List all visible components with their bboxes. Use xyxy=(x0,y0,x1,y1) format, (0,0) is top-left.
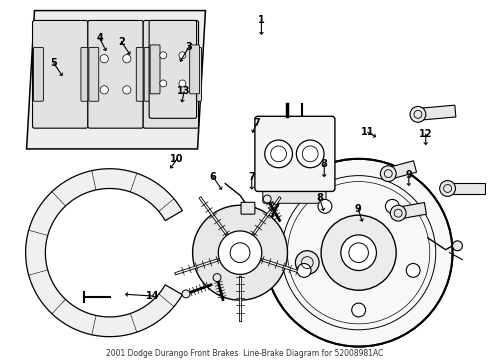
Circle shape xyxy=(380,166,395,181)
Text: 7: 7 xyxy=(248,172,255,182)
Text: 12: 12 xyxy=(418,129,431,139)
Circle shape xyxy=(218,231,261,274)
Text: 7: 7 xyxy=(253,118,260,129)
Polygon shape xyxy=(396,203,426,219)
Circle shape xyxy=(451,241,462,251)
FancyBboxPatch shape xyxy=(81,48,91,101)
Text: 9: 9 xyxy=(405,170,411,180)
FancyBboxPatch shape xyxy=(88,21,143,128)
Circle shape xyxy=(100,55,108,63)
FancyBboxPatch shape xyxy=(149,21,196,118)
FancyBboxPatch shape xyxy=(262,122,325,144)
FancyBboxPatch shape xyxy=(136,48,146,101)
Circle shape xyxy=(317,199,331,213)
Circle shape xyxy=(192,205,287,300)
Text: 9: 9 xyxy=(354,204,361,214)
Text: 2001 Dodge Durango Front Brakes  Line-Brake Diagram for 52008981AC: 2001 Dodge Durango Front Brakes Line-Bra… xyxy=(105,348,383,357)
Circle shape xyxy=(351,303,365,317)
Polygon shape xyxy=(386,161,416,179)
Circle shape xyxy=(182,290,189,298)
Circle shape xyxy=(406,264,419,277)
Text: 14: 14 xyxy=(145,291,159,301)
Circle shape xyxy=(179,52,185,59)
Circle shape xyxy=(179,80,185,87)
Text: 2: 2 xyxy=(118,37,124,46)
Circle shape xyxy=(409,107,425,122)
Text: 8: 8 xyxy=(315,193,322,203)
FancyBboxPatch shape xyxy=(241,202,254,214)
Polygon shape xyxy=(25,169,182,337)
Text: 8: 8 xyxy=(320,159,327,169)
Polygon shape xyxy=(26,10,205,149)
Text: 11: 11 xyxy=(360,127,374,137)
Text: 6: 6 xyxy=(209,172,216,182)
Circle shape xyxy=(160,52,166,59)
Circle shape xyxy=(160,80,166,87)
Circle shape xyxy=(264,159,451,347)
FancyBboxPatch shape xyxy=(262,181,325,203)
Circle shape xyxy=(389,205,405,221)
FancyBboxPatch shape xyxy=(144,48,154,101)
FancyBboxPatch shape xyxy=(254,116,334,192)
Circle shape xyxy=(264,140,292,168)
Text: 4: 4 xyxy=(96,33,102,43)
Circle shape xyxy=(340,235,376,270)
Text: 3: 3 xyxy=(185,42,192,52)
Circle shape xyxy=(213,274,221,282)
Circle shape xyxy=(321,215,395,290)
FancyBboxPatch shape xyxy=(143,21,198,128)
Text: 5: 5 xyxy=(50,58,57,68)
Circle shape xyxy=(385,199,398,213)
FancyBboxPatch shape xyxy=(189,45,199,94)
Circle shape xyxy=(100,86,108,94)
FancyBboxPatch shape xyxy=(89,48,99,101)
Text: 13: 13 xyxy=(177,86,190,96)
Circle shape xyxy=(295,251,319,274)
Polygon shape xyxy=(417,105,455,120)
Text: 10: 10 xyxy=(170,154,183,164)
Circle shape xyxy=(122,86,131,94)
FancyBboxPatch shape xyxy=(34,48,43,101)
Circle shape xyxy=(297,264,310,277)
Circle shape xyxy=(122,55,131,63)
FancyBboxPatch shape xyxy=(191,48,201,101)
FancyBboxPatch shape xyxy=(33,21,88,128)
Text: 1: 1 xyxy=(258,15,264,25)
Circle shape xyxy=(439,181,454,196)
Polygon shape xyxy=(447,183,484,194)
Circle shape xyxy=(296,140,324,168)
Circle shape xyxy=(263,195,271,203)
FancyBboxPatch shape xyxy=(150,45,160,94)
